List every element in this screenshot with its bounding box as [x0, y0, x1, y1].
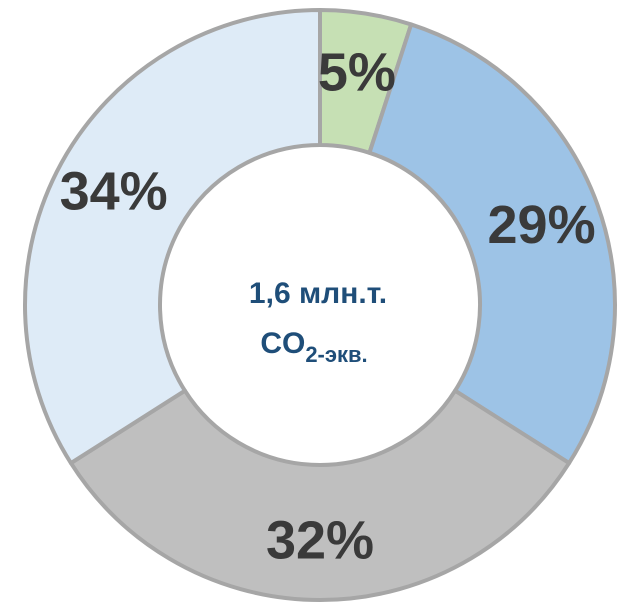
donut-slice-34 [23, 8, 322, 466]
center-text: 1,6 млн.т. CO2-экв. [249, 277, 387, 367]
center-unit-label: CO2-экв. [260, 327, 367, 367]
center-unit-main: CO [260, 327, 305, 360]
donut-slice-29 [367, 22, 617, 466]
center-total-label: 1,6 млн.т. [249, 277, 387, 310]
labels-layer: 5% 29% 32% 34% [60, 42, 596, 570]
slice-label-5: 5% [318, 42, 396, 102]
slice-label-29: 29% [488, 195, 596, 255]
slice-label-32: 32% [266, 511, 374, 571]
slices-layer [23, 8, 617, 602]
slice-label-34: 34% [60, 162, 168, 222]
donut-slice-32 [68, 388, 572, 602]
center-unit-sub: 2-экв. [305, 342, 367, 367]
